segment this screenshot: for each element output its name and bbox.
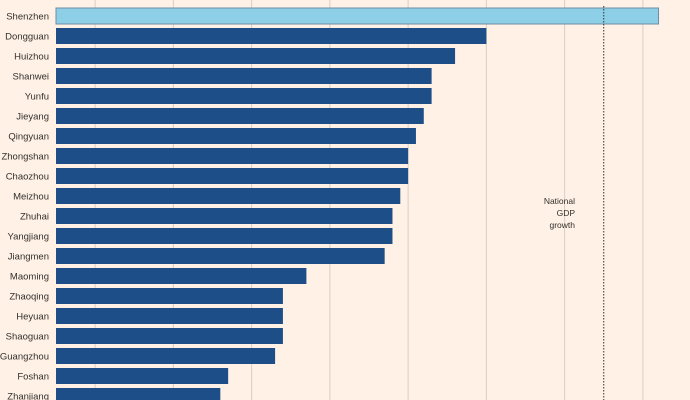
- bar-jiangmen: [56, 248, 385, 264]
- bar-huizhou: [56, 48, 456, 64]
- category-label-shanwei: Shanwei: [13, 72, 49, 83]
- category-label-guangzhou: Guangzhou: [0, 352, 49, 363]
- category-label-heyuan: Heyuan: [16, 312, 49, 323]
- category-label-jiangmen: Jiangmen: [8, 252, 49, 263]
- category-label-yunfu: Yunfu: [25, 92, 49, 103]
- category-label-zhongshan: Zhongshan: [1, 152, 49, 163]
- bar-shaoguan: [56, 328, 283, 344]
- reference-label-line-1: National: [544, 196, 575, 206]
- bar-dongguan: [56, 28, 487, 44]
- bar-yangjiang: [56, 228, 393, 244]
- category-label-zhanjiang: Zhanjiang: [7, 392, 49, 400]
- bar-zhaoqing: [56, 288, 283, 304]
- category-label-chaozhou: Chaozhou: [6, 172, 49, 183]
- category-label-huizhou: Huizhou: [14, 52, 49, 63]
- reference-label-line-2: GDP: [557, 208, 576, 218]
- bar-shenzhen: [55, 7, 660, 25]
- bars: [55, 7, 660, 400]
- bar-yunfu: [56, 88, 432, 104]
- reference-label-line-3: growth: [549, 220, 575, 230]
- category-label-meizhou: Meizhou: [13, 192, 49, 203]
- bar-qingyuan: [56, 128, 416, 144]
- category-label-dongguan: Dongguan: [5, 32, 49, 43]
- category-label-shaoguan: Shaoguan: [6, 332, 49, 343]
- category-label-maoming: Maoming: [10, 272, 49, 283]
- category-label-yangjiang: Yangjiang: [7, 232, 49, 243]
- national-gdp-growth-reference: National GDP growth: [544, 6, 605, 400]
- bar-meizhou: [56, 188, 401, 204]
- category-label-shenzhen: Shenzhen: [6, 12, 49, 23]
- bar-shanwei: [56, 68, 432, 84]
- bar-zhuhai: [56, 208, 393, 224]
- bar-foshan: [56, 368, 229, 384]
- bar-chaozhou: [56, 168, 409, 184]
- category-label-jieyang: Jieyang: [16, 112, 49, 123]
- bar-guangzhou: [56, 348, 276, 364]
- category-label-zhuhai: Zhuhai: [20, 212, 49, 223]
- bar-heyuan: [56, 308, 283, 324]
- category-label-zhaoqing: Zhaoqing: [9, 292, 49, 303]
- bar-jieyang: [56, 108, 424, 124]
- bar-maoming: [56, 268, 307, 284]
- category-labels: Shenzhen Dongguan Huizhou Shanwei Yunfu Jieya…: [0, 12, 49, 400]
- bar-zhongshan: [56, 148, 409, 164]
- category-label-qingyuan: Qingyuan: [8, 132, 49, 143]
- category-label-foshan: Foshan: [17, 372, 49, 383]
- bar-zhanjiang: [56, 388, 221, 400]
